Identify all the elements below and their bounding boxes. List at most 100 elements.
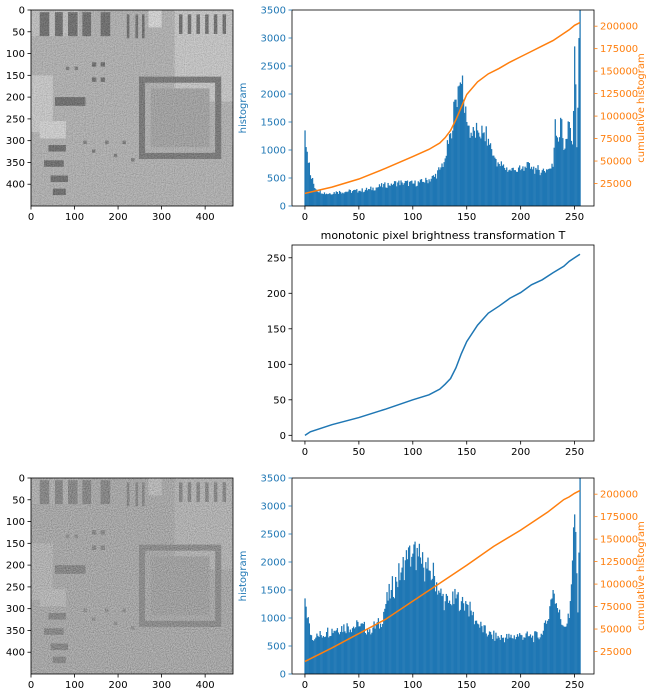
y-tick-label: 0	[280, 202, 286, 213]
histogram-bar	[578, 552, 580, 674]
y2-tick-label: 125000	[600, 89, 638, 100]
histogram-bar	[433, 176, 436, 206]
histogram-bar	[535, 631, 537, 674]
histogram-bar	[411, 556, 413, 674]
histogram-bar	[321, 193, 323, 206]
histogram-bar	[320, 193, 322, 206]
histogram-bar	[374, 628, 376, 674]
histogram-bar	[407, 547, 410, 674]
y-tick-label: 250	[267, 253, 286, 264]
y-tick-label: 150	[6, 71, 25, 82]
histogram-bar	[514, 639, 517, 674]
histogram-bar	[481, 626, 483, 674]
histogram-bar	[503, 642, 506, 674]
y-tick-label: 200	[6, 561, 25, 572]
histogram-bar	[487, 634, 490, 674]
histogram-bar	[309, 175, 312, 206]
y-tick-label: 2000	[261, 90, 286, 101]
histogram-bar	[484, 141, 486, 206]
histogram-bar	[523, 170, 525, 206]
histogram-bar	[478, 132, 480, 206]
histogram-bar	[535, 167, 537, 206]
y-tick-label: 0	[19, 474, 25, 485]
y2-axis-label: cumulative histogram	[636, 521, 647, 630]
histogram-bar	[323, 637, 326, 674]
histogram-bar	[446, 140, 449, 206]
x-tick-label: 0	[302, 212, 308, 223]
histogram-bar	[361, 623, 363, 674]
histogram-bar	[485, 633, 487, 674]
histogram-bar	[440, 588, 442, 674]
histogram-bar	[572, 110, 575, 206]
x-tick-label: 300	[152, 212, 171, 223]
histogram-bar	[416, 185, 418, 206]
histogram-bar	[516, 634, 519, 674]
histogram-bar	[363, 191, 366, 206]
histogram-bar	[468, 616, 470, 674]
histogram-bar	[513, 635, 515, 674]
y-tick-label: 2000	[261, 558, 286, 569]
histogram-bar	[365, 634, 368, 674]
histogram-bar	[373, 621, 375, 674]
histogram-bar	[571, 144, 574, 206]
histogram-bar	[509, 169, 511, 206]
histogram-bar	[399, 580, 401, 674]
histogram-bar	[552, 166, 554, 206]
histogram-bar	[554, 119, 556, 206]
histogram-bar	[533, 642, 535, 674]
histogram-bar	[457, 86, 459, 206]
histogram-bar	[537, 165, 539, 206]
histogram-bar	[483, 132, 485, 206]
histogram-bar	[564, 626, 566, 674]
histogram-bar	[451, 605, 453, 674]
histogram-bar	[417, 181, 419, 206]
histogram-bar	[348, 632, 350, 674]
histogram-bar	[497, 635, 499, 674]
histogram-bar	[402, 557, 404, 674]
histogram-bar	[483, 625, 485, 674]
histogram-bar	[558, 609, 561, 674]
y2-tick-label: 50000	[600, 625, 632, 636]
histogram-bar	[368, 632, 370, 674]
histogram-bar	[466, 122, 468, 206]
histogram-bar	[453, 101, 455, 206]
histogram-bar	[419, 179, 422, 206]
x-tick-label: 200	[109, 212, 128, 223]
histogram-bar	[507, 638, 509, 674]
histogram-bar	[377, 187, 380, 206]
cumulative-line	[304, 21, 581, 195]
histogram-bar	[542, 630, 545, 674]
histogram-bar	[407, 186, 410, 206]
histogram-bar	[467, 604, 469, 674]
histogram-bar	[496, 638, 498, 674]
x-tick-label: 50	[353, 447, 366, 458]
histogram-bar	[486, 145, 488, 206]
histogram-bar	[529, 168, 532, 206]
histogram-bar	[391, 576, 394, 674]
x-tick-label: 0	[28, 680, 34, 691]
histogram-bar	[499, 639, 501, 674]
histogram-bar	[368, 189, 370, 206]
histogram-bar	[498, 164, 500, 206]
histogram-bar	[495, 159, 497, 206]
histogram-bar	[534, 631, 536, 674]
histogram-bar	[475, 122, 478, 206]
histogram-bar	[410, 566, 412, 674]
histogram-bar	[397, 587, 399, 674]
histogram-bar	[502, 637, 505, 674]
histogram-bar	[406, 559, 409, 674]
histogram-bar	[375, 187, 377, 206]
histogram-bar	[392, 596, 395, 674]
histogram-bar	[419, 557, 422, 674]
histogram-bar	[385, 187, 387, 206]
histogram-bar	[497, 162, 499, 206]
histogram-bar	[542, 168, 545, 206]
histogram-bar	[488, 144, 491, 206]
axes-frame	[291, 244, 595, 442]
histogram-bar	[549, 168, 551, 206]
y2-tick-label: 25000	[600, 647, 632, 658]
histogram-bar	[528, 163, 531, 206]
histogram-bar	[389, 598, 391, 674]
histogram-bar	[557, 612, 560, 674]
histogram-bar	[322, 194, 325, 206]
